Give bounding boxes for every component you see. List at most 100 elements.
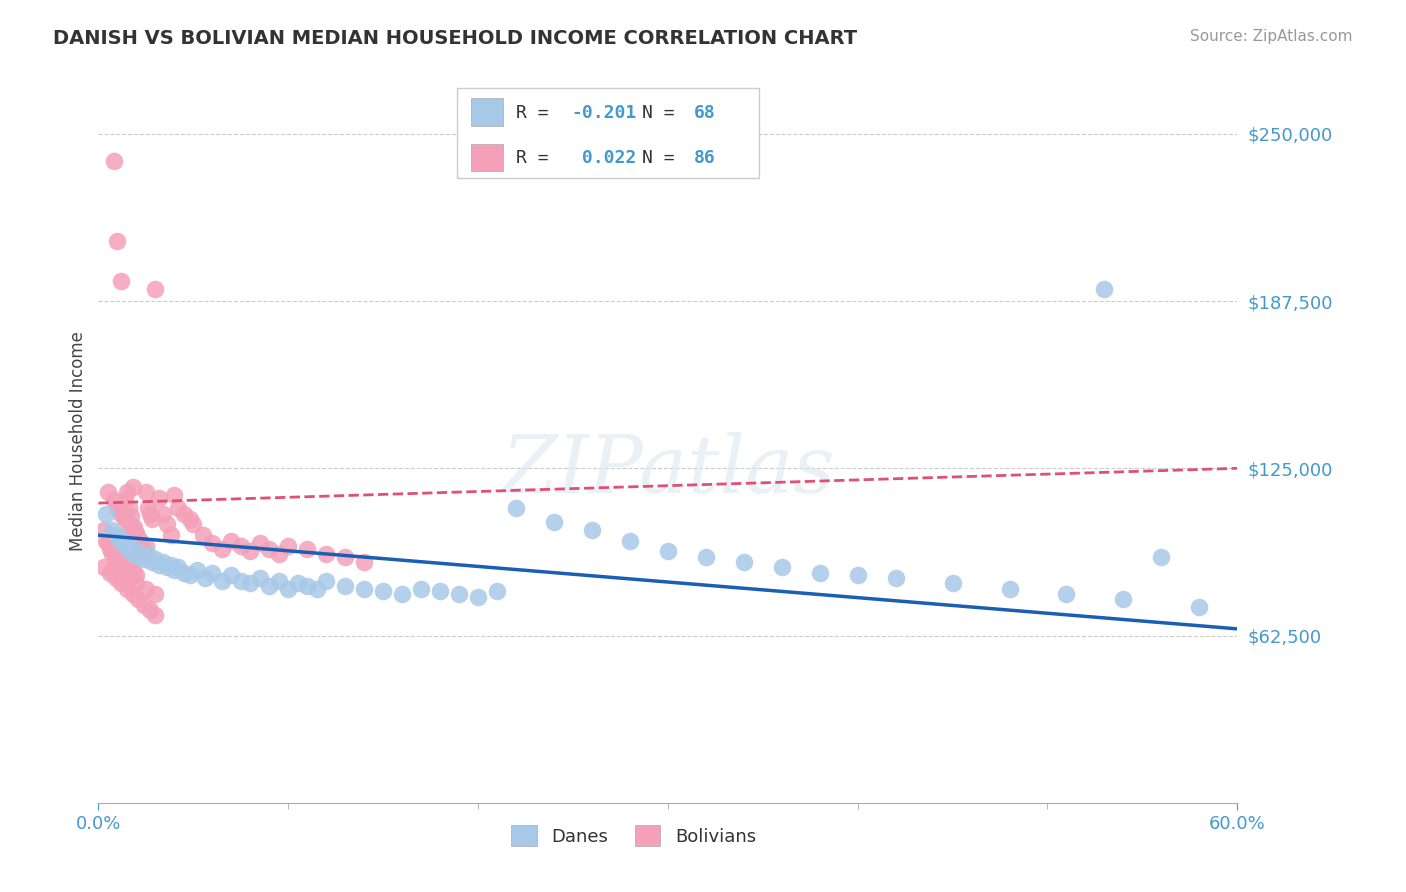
- Point: [107, 528, 129, 542]
- Point: [108, 555, 131, 569]
- Point: [135, 539, 157, 553]
- Text: 68: 68: [695, 103, 716, 122]
- Point: [239, 544, 262, 558]
- Text: 0.022: 0.022: [571, 149, 637, 167]
- Point: [136, 547, 159, 561]
- Point: [1112, 592, 1135, 607]
- Point: [211, 541, 233, 556]
- Point: [98, 566, 121, 580]
- FancyBboxPatch shape: [471, 98, 503, 126]
- Point: [110, 576, 132, 591]
- Point: [186, 563, 208, 577]
- Point: [107, 234, 129, 248]
- Point: [201, 536, 224, 550]
- Point: [114, 512, 136, 526]
- Point: [141, 555, 163, 569]
- Point: [125, 576, 148, 591]
- Point: [467, 590, 489, 604]
- Point: [159, 558, 181, 572]
- Text: ZIPatlas: ZIPatlas: [501, 432, 835, 509]
- Point: [159, 528, 181, 542]
- Point: [94, 507, 117, 521]
- Point: [145, 587, 167, 601]
- Text: R =: R =: [516, 103, 560, 122]
- Point: [124, 520, 146, 534]
- Point: [152, 507, 174, 521]
- Point: [107, 501, 129, 516]
- Point: [112, 552, 135, 566]
- Point: [249, 536, 271, 550]
- Point: [229, 574, 252, 588]
- Point: [808, 566, 831, 580]
- Point: [211, 574, 233, 588]
- Point: [657, 544, 679, 558]
- Point: [581, 523, 603, 537]
- Point: [97, 536, 120, 550]
- Point: [129, 533, 152, 548]
- Point: [132, 552, 155, 566]
- Text: 86: 86: [695, 149, 716, 167]
- Point: [138, 603, 160, 617]
- Point: [118, 517, 141, 532]
- Point: [112, 536, 135, 550]
- Point: [505, 501, 527, 516]
- Point: [124, 541, 146, 556]
- Point: [429, 584, 451, 599]
- Point: [104, 549, 127, 564]
- Point: [121, 547, 143, 561]
- Point: [127, 592, 149, 607]
- Point: [179, 512, 201, 526]
- Point: [132, 544, 155, 558]
- Point: [305, 582, 328, 596]
- Point: [145, 608, 167, 623]
- Point: [110, 566, 132, 580]
- Point: [115, 555, 138, 569]
- Point: [107, 552, 129, 566]
- Point: [163, 488, 186, 502]
- Point: [125, 525, 148, 540]
- Point: [110, 549, 132, 564]
- Point: [335, 549, 357, 564]
- Text: N =: N =: [641, 103, 685, 122]
- Point: [120, 544, 142, 558]
- Point: [100, 547, 122, 561]
- Text: R =: R =: [516, 149, 560, 167]
- Point: [221, 533, 243, 548]
- Point: [141, 512, 163, 526]
- Point: [115, 571, 138, 585]
- Point: [163, 563, 186, 577]
- Point: [124, 566, 146, 580]
- Point: [110, 507, 132, 521]
- Point: [1094, 282, 1116, 296]
- Point: [100, 523, 122, 537]
- Point: [98, 541, 121, 556]
- Point: [135, 485, 157, 500]
- Point: [145, 552, 167, 566]
- Point: [110, 533, 132, 548]
- Point: [191, 528, 214, 542]
- Point: [277, 582, 299, 596]
- Point: [129, 536, 152, 550]
- Point: [121, 587, 143, 601]
- Point: [167, 560, 190, 574]
- FancyBboxPatch shape: [471, 144, 503, 171]
- Text: DANISH VS BOLIVIAN MEDIAN HOUSEHOLD INCOME CORRELATION CHART: DANISH VS BOLIVIAN MEDIAN HOUSEHOLD INCO…: [53, 29, 858, 47]
- Text: N =: N =: [641, 149, 685, 167]
- Point: [733, 555, 755, 569]
- Point: [136, 501, 159, 516]
- Point: [315, 547, 337, 561]
- Point: [114, 539, 136, 553]
- Point: [132, 598, 155, 612]
- Point: [486, 584, 509, 599]
- Point: [148, 558, 170, 572]
- Legend: Danes, Bolivians: Danes, Bolivians: [502, 816, 765, 855]
- Point: [114, 493, 136, 508]
- Point: [115, 582, 138, 596]
- Point: [353, 555, 375, 569]
- Point: [110, 274, 132, 288]
- Point: [112, 507, 135, 521]
- Point: [173, 566, 195, 580]
- Point: [998, 582, 1021, 596]
- Point: [449, 587, 471, 601]
- Point: [884, 571, 907, 585]
